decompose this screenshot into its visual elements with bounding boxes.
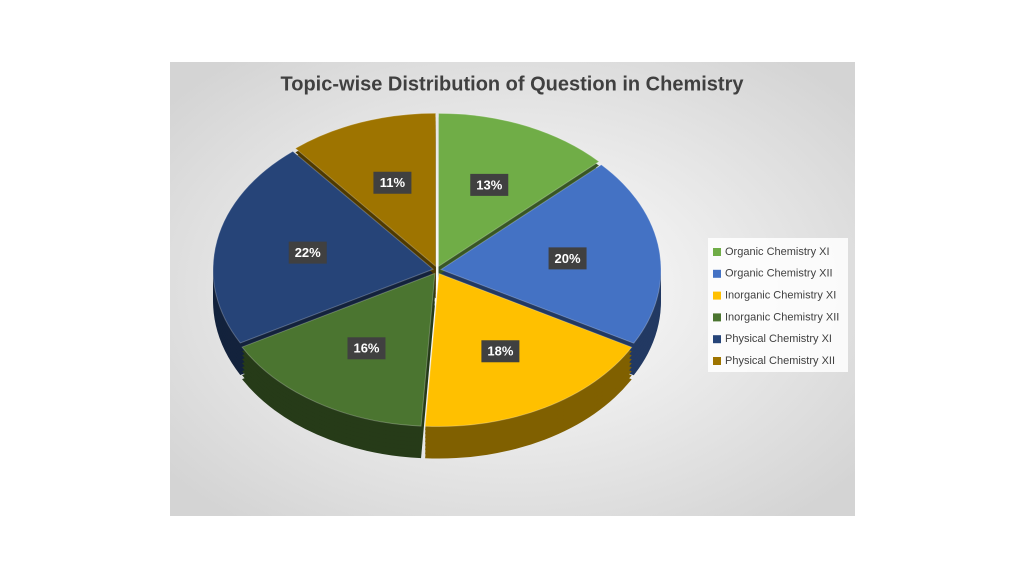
data-label: 22% — [295, 245, 321, 260]
data-label-box — [470, 173, 509, 196]
legend-box — [708, 238, 848, 372]
data-label-box — [288, 241, 327, 264]
legend-swatch — [713, 291, 721, 300]
chart-title: Topic-wise Distribution of Question in C… — [281, 73, 745, 95]
legend-label: Physical Chemistry XI — [725, 333, 832, 345]
legend-label: Inorganic Chemistry XII — [725, 311, 839, 323]
slice — [241, 272, 436, 427]
data-label: 16% — [353, 341, 379, 356]
data-label-box — [481, 340, 520, 363]
legend-label: Physical Chemistry XII — [725, 355, 835, 367]
legend-swatch — [713, 248, 721, 256]
legend-swatch — [713, 269, 721, 278]
data-label-box — [347, 337, 386, 360]
legend-swatch — [713, 335, 721, 344]
data-label: 13% — [476, 177, 502, 192]
data-label-box — [373, 171, 412, 194]
legend-swatch — [713, 313, 721, 322]
data-label: 20% — [555, 251, 581, 266]
legend-label: Organic Chemistry XII — [725, 268, 833, 280]
slice — [294, 112, 437, 268]
legend-label: Inorganic Chemistry XI — [725, 290, 836, 302]
slice — [438, 112, 600, 268]
legend-label: Organic Chemistry XI — [725, 246, 830, 258]
legend-swatch — [713, 357, 721, 365]
data-label: 18% — [487, 344, 513, 359]
slice — [424, 272, 633, 427]
data-label: 11% — [380, 175, 406, 190]
data-label-box — [548, 247, 587, 270]
